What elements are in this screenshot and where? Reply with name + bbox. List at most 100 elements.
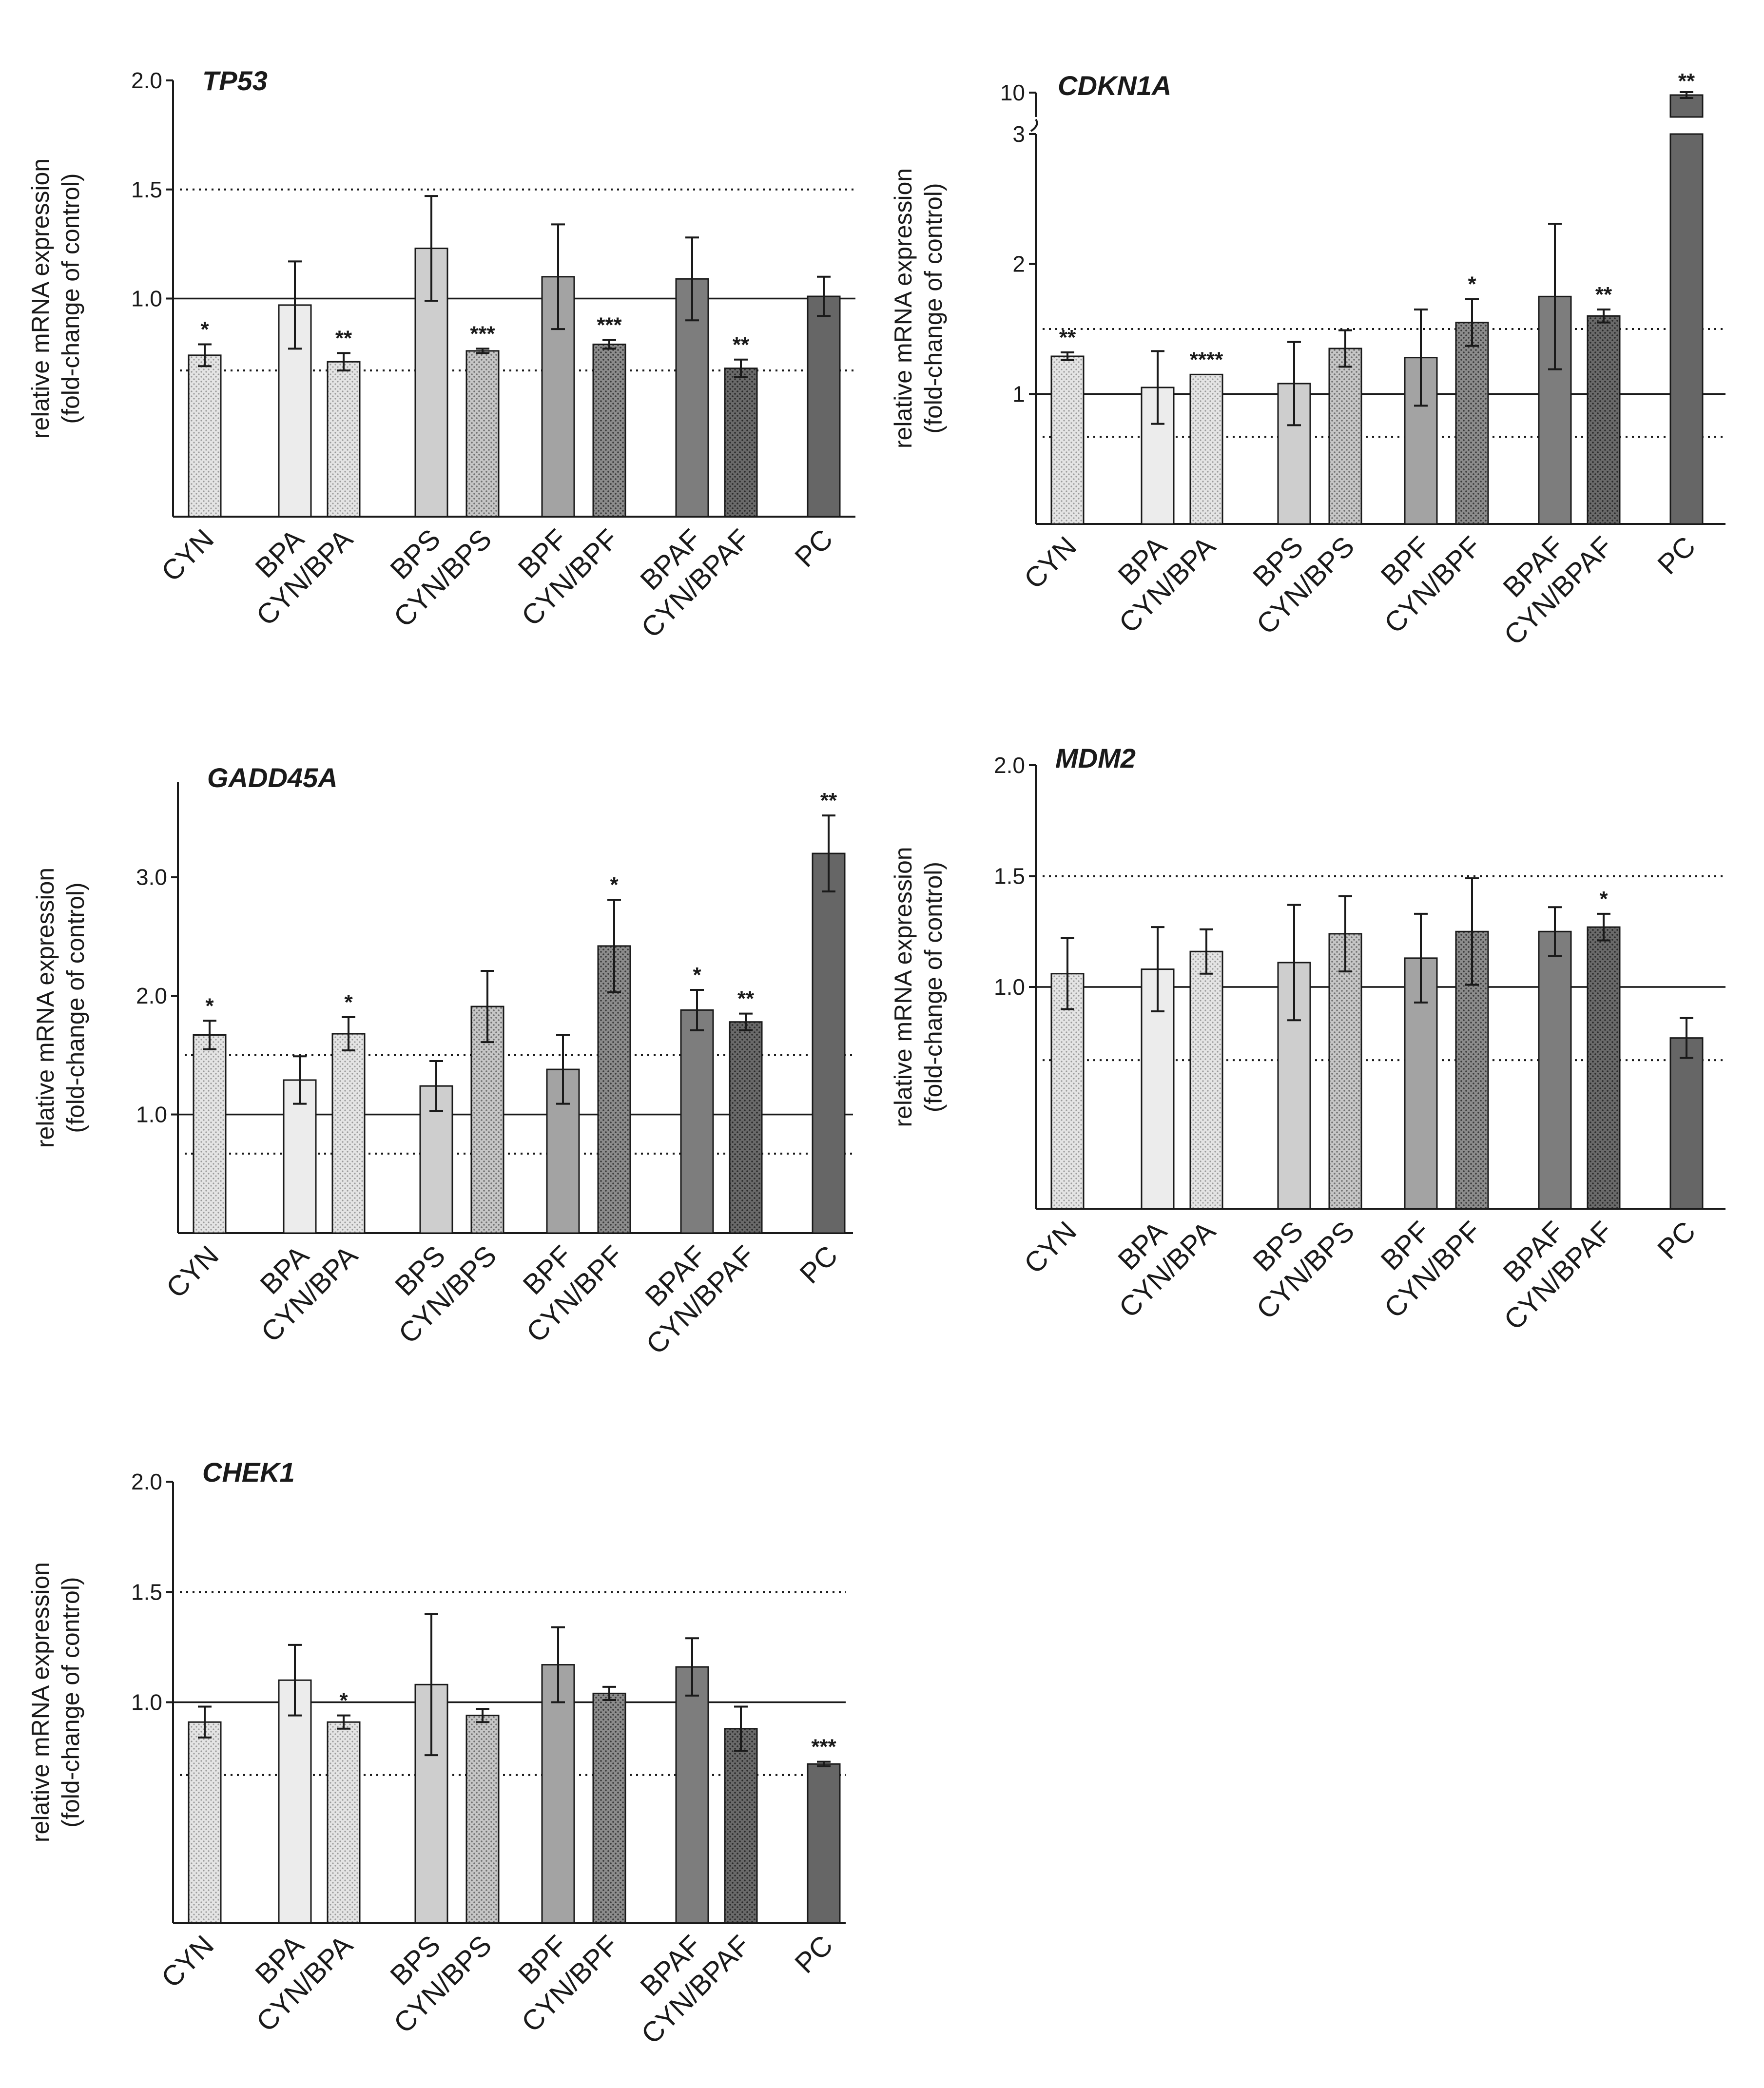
y-tick-label: 2.0 — [136, 983, 167, 1008]
panel-cdkn1a: CDKN1A relative mRNA expression (fold-chan… — [890, 69, 1725, 651]
chart-title: TP53 — [202, 65, 268, 96]
bar — [188, 354, 222, 518]
significance-marker: * — [200, 317, 209, 341]
y-axis-label: (fold-change of control) — [920, 183, 947, 433]
significance-marker: *** — [597, 313, 622, 337]
category-label: CYN — [155, 1929, 220, 1994]
bar — [465, 1715, 500, 1924]
category-label: PC — [1651, 530, 1702, 580]
bar — [188, 1721, 222, 1924]
bar — [729, 1021, 763, 1234]
category-label: CYN — [155, 523, 220, 588]
bar — [812, 852, 846, 1234]
bar — [1189, 373, 1223, 525]
y-axis-label: (fold-change of control) — [57, 1577, 84, 1827]
y-tick-label: 1.0 — [131, 1690, 162, 1715]
significance-marker: * — [693, 963, 701, 987]
significance-marker: ** — [1595, 283, 1612, 307]
bar — [327, 1721, 361, 1924]
panel-gadd45a: GADD45A relative mRNA expression (fold-cha… — [32, 762, 853, 1360]
category-label: CYN — [1018, 530, 1083, 595]
category-label: PC — [789, 1929, 839, 1979]
bar — [541, 1664, 575, 1924]
bar — [724, 367, 758, 518]
significance-marker: ** — [335, 326, 352, 350]
significance-marker: ** — [820, 789, 837, 812]
bar — [1050, 973, 1085, 1210]
y-tick-label: 3.0 — [136, 865, 167, 890]
significance-marker: * — [344, 990, 353, 1014]
bar — [592, 343, 626, 518]
bar — [1189, 950, 1223, 1210]
significance-marker: * — [205, 994, 214, 1018]
bar — [1538, 930, 1572, 1210]
bar — [1328, 933, 1362, 1210]
y-axis-label: relative mRNA expression — [890, 847, 917, 1127]
y-tick-label: 1.5 — [131, 177, 162, 202]
y-tick-label: 1.0 — [131, 286, 162, 311]
y-tick-label: 1.5 — [131, 1579, 162, 1605]
chart-title: MDM2 — [1055, 743, 1136, 773]
significance-marker: *** — [470, 322, 495, 346]
bar — [193, 1034, 227, 1234]
bar — [724, 1728, 758, 1924]
significance-marker: * — [1468, 272, 1476, 296]
y-axis-label: relative mRNA expression — [890, 168, 917, 448]
y-tick-label: 2.0 — [994, 753, 1025, 778]
y-tick-label: 1 — [1012, 381, 1025, 406]
bar — [331, 1033, 366, 1234]
panel-mdm2: MDM2 relative mRNA expression (fold-change… — [890, 743, 1725, 1336]
bar — [470, 1005, 504, 1234]
chart-title: CDKN1A — [1058, 70, 1171, 101]
category-label: CYN — [1018, 1215, 1083, 1280]
bar — [807, 1763, 841, 1924]
y-tick-label: 2.0 — [131, 68, 162, 93]
bar — [597, 945, 631, 1234]
y-tick-label: 2.0 — [131, 1469, 162, 1494]
panel-tp53: TP53 relative mRNA expression (fold-change… — [27, 65, 855, 644]
significance-marker: *** — [811, 1735, 836, 1759]
category-label: CYN — [160, 1239, 225, 1304]
bar — [1050, 355, 1085, 525]
y-tick-label: 2 — [1012, 251, 1025, 277]
bar — [283, 1079, 317, 1234]
bar — [1669, 1037, 1704, 1210]
bar — [1587, 315, 1621, 525]
bar — [1587, 926, 1621, 1210]
bar — [419, 1085, 453, 1234]
bar — [1669, 133, 1704, 525]
bar — [680, 1009, 714, 1234]
chart-title: GADD45A — [207, 762, 338, 793]
significance-marker: ** — [1059, 326, 1076, 349]
significance-marker: ** — [737, 987, 755, 1011]
significance-marker: * — [1599, 887, 1608, 911]
bar — [278, 1679, 312, 1924]
y-axis-label: relative mRNA expression — [27, 1562, 54, 1842]
y-tick-label: 1.0 — [994, 974, 1025, 1000]
y-axis-label: (fold-change of control) — [57, 173, 84, 424]
y-axis-label: (fold-change of control) — [920, 862, 947, 1112]
significance-marker: * — [610, 873, 619, 897]
chart-title: CHEK1 — [202, 1457, 295, 1488]
category-label: PC — [1651, 1215, 1702, 1265]
category-label: PC — [789, 523, 839, 573]
axis-break-mark — [1030, 118, 1038, 132]
bar — [1455, 322, 1489, 525]
significance-marker: * — [339, 1689, 348, 1713]
bar — [327, 361, 361, 518]
bar — [465, 350, 500, 518]
y-tick-label: 3 — [1012, 121, 1025, 147]
significance-marker: ** — [733, 333, 750, 357]
y-axis-label: (fold-change of control) — [62, 882, 89, 1133]
bar — [1328, 348, 1362, 525]
y-axis-label: relative mRNA expression — [32, 868, 59, 1148]
y-tick-label: 10 — [1000, 80, 1025, 105]
y-axis-label: relative mRNA expression — [27, 158, 54, 439]
bar — [807, 295, 841, 518]
significance-marker: **** — [1190, 348, 1223, 371]
panel-chek1: CHEK1 relative mRNA expression (fold-chang… — [27, 1457, 846, 2050]
y-tick-label: 1.0 — [136, 1102, 167, 1127]
bar — [675, 1666, 709, 1924]
category-label: PC — [794, 1239, 844, 1290]
